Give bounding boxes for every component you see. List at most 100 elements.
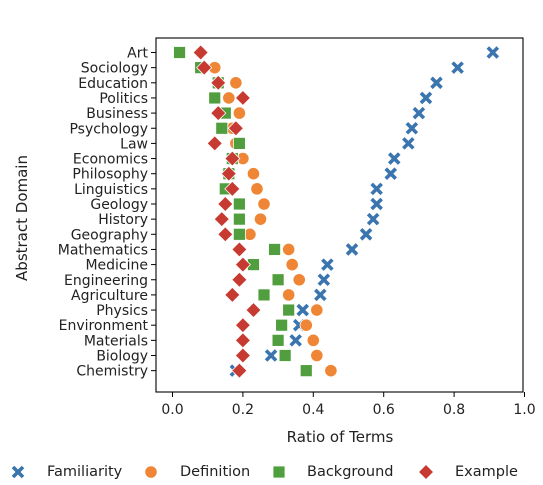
y-tick-label: Agriculture [71,288,148,304]
familiarity-point [412,106,426,120]
familiarity-point [387,152,401,165]
familiarity-point [402,137,415,150]
definition-point [222,91,236,105]
background-point [282,303,296,317]
legend-label-familiarity: Familiarity [47,464,123,480]
example-point [231,271,248,288]
familiarity-point [264,349,278,362]
example-point [192,44,209,61]
definition-point [257,197,271,211]
y-tick-label: Business [86,106,148,122]
definition-point [310,303,324,317]
background-point [232,197,246,211]
y-tick-label: Materials [84,333,148,349]
familiarity-point [359,228,373,241]
plot-border [155,37,524,393]
legend-label-background: Background [307,464,394,480]
y-tick-label: Psychology [69,121,148,137]
familiarity-point [366,212,380,226]
definition-point [282,242,296,257]
definition-point [282,288,296,302]
definition-point [232,106,246,120]
example-point [245,301,262,319]
definition-point [250,182,264,196]
example-point [234,89,251,107]
legend-marker-example [417,463,435,481]
definition-point [306,333,320,347]
y-tick-label: Law [120,136,148,152]
background-point [173,46,186,59]
y-tick-label: Education [78,76,148,92]
example-point [231,241,248,258]
example-point [224,286,241,303]
example-point [217,195,234,213]
y-tick-label: Philosophy [72,167,148,183]
background-point [208,91,222,105]
y-tick-label: Biology [96,349,148,365]
example-point [227,120,244,137]
background-point [215,121,229,135]
example-point [220,165,237,182]
definition-point [324,364,338,378]
example-point [234,347,251,364]
example-point [234,317,251,334]
familiarity-point [296,303,310,317]
example-point [217,226,234,243]
background-point [232,212,246,226]
background-point [257,288,271,302]
x-tick-label: 0.6 [373,402,395,418]
legend: Familiarity Definition Background Example [11,463,518,481]
x-tick-labels: 0.0 0.2 0.4 0.6 0.8 1.0 [161,402,535,418]
background-point [232,136,246,150]
familiarity-point [405,121,419,135]
example-point [213,211,230,228]
x-axis-label: Ratio of Terms [287,428,394,446]
definition-point [292,273,306,287]
y-tick-label: Economics [73,152,148,168]
y-tick-label: Mathematics [58,242,148,258]
y-tick-labels: ArtSociologyEducationPoliticsBusinessPsy… [58,46,149,380]
example-point [224,180,241,197]
background-point [299,364,313,378]
legend-marker-background [272,465,286,479]
y-tick-label: Sociology [81,61,148,77]
y-tick-label: Environment [59,318,149,334]
definition-point [299,318,313,332]
plot-frame [151,37,525,397]
background-point [271,333,285,347]
familiarity-point [384,167,398,180]
familiarity-point [370,197,383,211]
definition-point [253,212,268,226]
familiarity-point [451,61,464,74]
familiarity-point [317,273,331,287]
y-tick-label: Linguistics [74,182,148,198]
y-tick-label: Politics [99,91,148,107]
example-point [224,150,241,167]
background-point [271,273,285,287]
legend-label-example: Example [455,464,518,480]
definition-point [229,76,243,90]
background-point [232,227,246,241]
example-point [234,256,251,273]
familiarity-point [321,258,334,271]
y-tick-label: Geology [90,197,148,213]
y-tick-label: Geography [71,227,148,243]
background-point [275,318,289,332]
familiarity-point [430,76,443,90]
legend-marker-definition [144,465,158,479]
y-tick-label: History [98,212,148,228]
x-tick-label: 0.0 [161,402,183,418]
y-tick-label: Physics [96,303,148,319]
familiarity-point [289,334,302,347]
familiarity-point [419,91,433,105]
example-point [206,135,223,152]
y-tick-label: Engineering [64,273,148,289]
definition-point [285,257,299,272]
example-point [234,332,251,349]
x-tick-label: 1.0 [513,402,535,418]
familiarity-point [486,46,500,59]
familiarity-point [345,243,359,256]
legend-label-definition: Definition [180,464,250,480]
example-point [210,105,227,122]
